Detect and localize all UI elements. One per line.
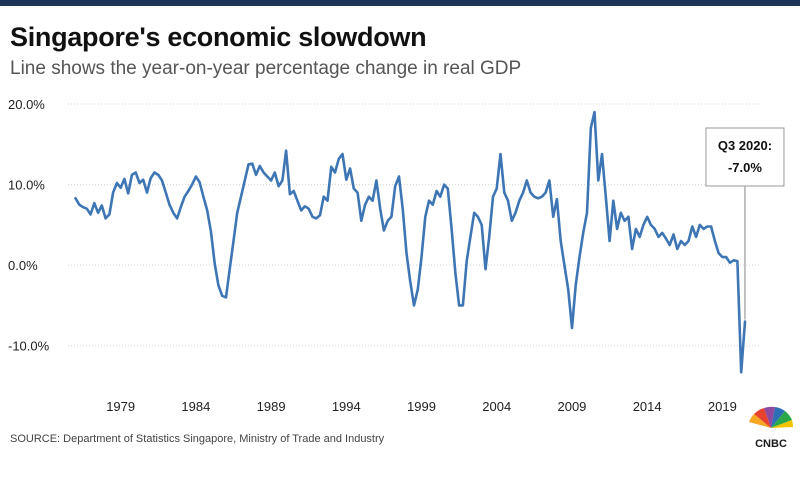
- gdp-series: [74, 110, 747, 374]
- x-tick-label: 2004: [482, 399, 511, 414]
- y-tick-label: 0.0%: [8, 258, 38, 273]
- annotation-text: -7.0%: [728, 160, 762, 175]
- y-tick-label: 10.0%: [8, 178, 45, 193]
- gdp-growth-line: [74, 110, 747, 374]
- x-tick-label: 1999: [407, 399, 436, 414]
- x-tick-label: 1979: [106, 399, 135, 414]
- x-tick-label: 1989: [257, 399, 286, 414]
- chart-subtitle: Line shows the year-on-year percentage c…: [10, 58, 522, 79]
- x-tick-label: 1984: [181, 399, 210, 414]
- annotation-text: Q3 2020:: [718, 138, 772, 153]
- chart-title: Singapore's economic slowdown: [10, 22, 427, 52]
- top-accent-bar: [0, 0, 800, 6]
- x-tick-label: 2019: [708, 399, 737, 414]
- x-tick-label: 1994: [332, 399, 361, 414]
- x-tick-label: 2009: [557, 399, 586, 414]
- y-tick-label: 20.0%: [8, 97, 45, 112]
- gridlines: [68, 103, 760, 347]
- y-tick-label: -10.0%: [8, 339, 50, 354]
- annotation-box: [705, 127, 785, 187]
- peacock-icon: CNBC: [749, 406, 794, 450]
- cnbc-logo-text: CNBC: [755, 438, 787, 450]
- y-axis-labels: 20.0% 10.0% 0.0% -10.0%: [8, 97, 50, 354]
- source-note: SOURCE: Department of Statistics Singapo…: [10, 433, 385, 445]
- x-axis-labels: 1979 1984 1989 1994 1999 2004 2009 2014 2019: [106, 399, 737, 414]
- x-tick-label: 2014: [633, 399, 662, 414]
- q3-2020-annotation: Q3 2020: -7.0%: [705, 127, 785, 320]
